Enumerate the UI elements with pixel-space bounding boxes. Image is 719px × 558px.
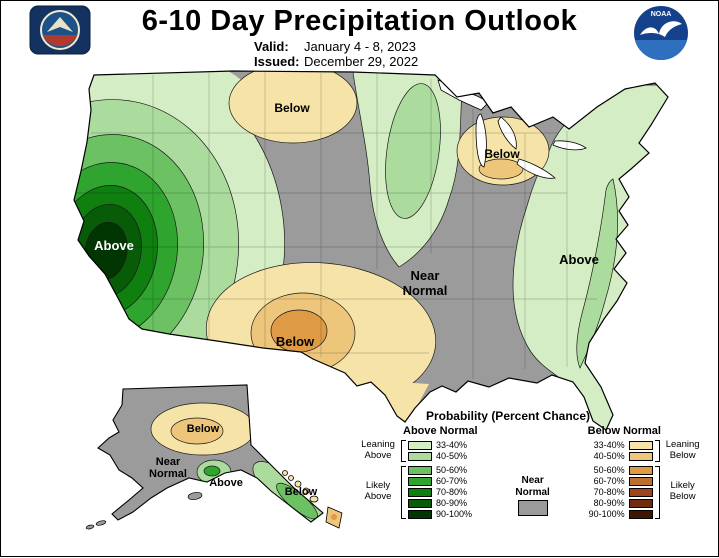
lake-ontario xyxy=(552,140,587,151)
legend-row: 90-100% xyxy=(588,509,653,519)
legend-row: 33-40% xyxy=(588,440,653,450)
legend: Probability (Percent Chance) Above Norma… xyxy=(357,409,707,523)
valid-issued-block: Valid: January 4 - 8, 2023 Issued: Decembe… xyxy=(254,39,418,69)
legend-likely-below-label: Likely Below xyxy=(669,480,696,503)
map-label-hawaii-below: Below xyxy=(285,486,318,498)
legend-swatch xyxy=(628,487,653,497)
state-borders xyxy=(75,72,597,379)
legend-swatch xyxy=(408,487,432,497)
map-label-east-above: Above xyxy=(559,252,599,267)
map-label-alaska-near-line2: Normal xyxy=(149,468,187,480)
legend-row: 70-80% xyxy=(588,487,653,497)
legend-title: Probability (Percent Chance) xyxy=(425,409,591,423)
legend-swatch xyxy=(628,465,653,475)
aleutian-islands xyxy=(85,491,203,530)
legend-likely-below-group: 50-60% 60-70% 70-80% 80-90% 90-100% Like… xyxy=(588,465,707,519)
conus-outline xyxy=(73,70,669,431)
legend-bracket xyxy=(654,440,660,462)
legend-row: 40-50% xyxy=(588,451,653,461)
legend-swatch xyxy=(408,476,432,486)
legend-row: 50-60% xyxy=(408,465,473,475)
map-label-michigan-below: Below xyxy=(484,147,520,161)
map-label-alaska-below: Below xyxy=(187,423,220,435)
legend-leaning-below-group: 33-40% 40-50% Leaning Below xyxy=(588,439,707,462)
map-label-alaska-near-line1: Near xyxy=(156,456,181,468)
legend-swatch xyxy=(628,509,653,519)
legend-row: 80-90% xyxy=(588,498,653,508)
issued-label: Issued: xyxy=(254,54,300,69)
legend-swatch xyxy=(408,440,432,450)
legend-row: 70-80% xyxy=(408,487,473,497)
legend-above-header: Above Normal xyxy=(403,425,478,437)
legend-near-normal: Near Normal xyxy=(515,475,550,516)
issued-value: December 29, 2022 xyxy=(304,54,419,69)
map-label-near-normal-line1: Near xyxy=(411,268,440,283)
legend-likely-above-label: Likely Above xyxy=(364,480,392,503)
legend-row: 60-70% xyxy=(588,476,653,486)
legend-swatch xyxy=(628,451,653,461)
legend-row: 90-100% xyxy=(408,509,473,519)
legend-below-header: Below Normal xyxy=(587,425,661,437)
hawaii-islands xyxy=(282,470,343,529)
legend-below-column: Below Normal 33-40% 40-50% Leaning Below… xyxy=(588,425,707,523)
legend-bracket xyxy=(401,465,406,519)
lake-michigan xyxy=(475,113,487,168)
alaska-regions xyxy=(98,385,323,522)
legend-row: 80-90% xyxy=(408,498,473,508)
alaska-outline xyxy=(97,384,324,523)
issued-line: Issued: December 29, 2022 xyxy=(254,54,418,69)
legend-above-column: Above Normal Leaning Above 33-40% 40-50%… xyxy=(357,425,478,523)
legend-likely-above-group: Likely Above 50-60% 60-70% 70-80% 80-90%… xyxy=(357,465,478,519)
legend-swatch xyxy=(628,476,653,486)
legend-near-normal-label: Near Normal xyxy=(515,475,550,498)
north-below-region xyxy=(228,71,358,144)
legend-row: 40-50% xyxy=(408,451,473,461)
legend-swatch xyxy=(408,509,432,519)
map-label-near-normal-line2: Normal xyxy=(403,283,448,298)
legend-row: 33-40% xyxy=(408,440,473,450)
lake-huron xyxy=(497,116,517,150)
legend-swatch xyxy=(408,465,432,475)
map-label-alaska-above: Above xyxy=(209,477,243,489)
valid-label: Valid: xyxy=(254,39,289,54)
legend-row: 50-60% xyxy=(588,465,653,475)
legend-row: 60-70% xyxy=(408,476,473,486)
legend-bracket xyxy=(401,440,406,462)
legend-leaning-below-label: Leaning Below xyxy=(665,439,700,461)
map-label-north-below: Below xyxy=(274,101,310,115)
legend-swatch xyxy=(408,451,432,461)
nws-logo-icon xyxy=(29,5,91,55)
legend-swatch xyxy=(628,440,653,450)
legend-near-normal-swatch xyxy=(517,500,548,516)
noaa-logo-text: NOAA xyxy=(651,11,672,18)
kodiak-island xyxy=(187,491,203,501)
legend-bracket xyxy=(654,465,660,519)
map-label-west-above: Above xyxy=(94,238,134,253)
legend-swatch xyxy=(628,498,653,508)
legend-leaning-above-group: Leaning Above 33-40% 40-50% xyxy=(357,439,478,462)
valid-line: Valid: January 4 - 8, 2023 xyxy=(254,39,418,54)
lake-erie xyxy=(516,158,556,179)
valid-value: January 4 - 8, 2023 xyxy=(304,39,417,54)
map-label-texas-below: Below xyxy=(276,334,315,349)
noaa-logo-icon: NOAA xyxy=(634,6,688,60)
legend-swatch xyxy=(408,498,432,508)
legend-leaning-above-label: Leaning Above xyxy=(361,439,395,461)
page-title: 6-10 Day Precipitation Outlook xyxy=(141,5,578,37)
